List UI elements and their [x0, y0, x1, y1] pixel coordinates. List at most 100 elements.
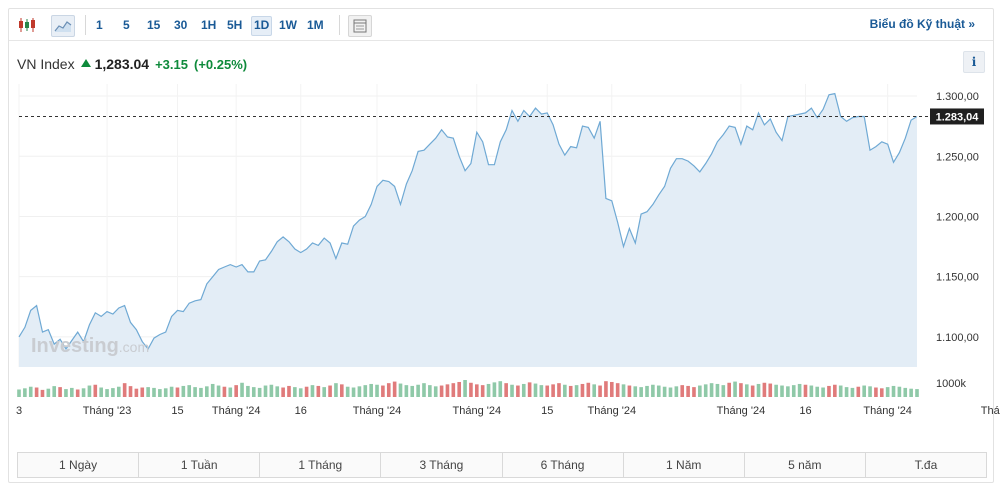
timeframe-5h[interactable]: 5H	[227, 18, 243, 32]
info-button[interactable]: i	[963, 51, 985, 73]
area-chart-icon[interactable]	[51, 15, 75, 37]
chart-widget: 1 5 15 30 1H 5H 1D 1W 1M Biểu đồ Kỹ thuậ…	[8, 8, 994, 483]
volume-bar	[627, 385, 632, 397]
volume-bar	[510, 384, 514, 397]
volume-bar	[750, 385, 755, 397]
volume-bar	[433, 386, 438, 397]
volume-bar	[609, 381, 614, 397]
candlestick-icon[interactable]	[17, 15, 37, 35]
volume-bar	[903, 387, 908, 397]
range-5-years[interactable]: 5 năm	[744, 453, 866, 477]
volume-bar	[351, 387, 356, 397]
volume-bar	[909, 388, 913, 397]
volume-bar	[58, 387, 62, 397]
volume-bar	[739, 383, 743, 397]
price-area	[19, 93, 917, 367]
chart-toolbar: 1 5 15 30 1H 5H 1D 1W 1M Biểu đồ Kỹ thuậ…	[9, 9, 993, 41]
range-1-year[interactable]: 1 Năm	[623, 453, 745, 477]
x-tick-label: Tháng '23	[83, 405, 132, 417]
range-1-week[interactable]: 1 Tuần	[139, 453, 261, 477]
range-3-months[interactable]: 3 Tháng	[381, 453, 503, 477]
toolbar-divider	[339, 15, 340, 35]
volume-bar	[392, 381, 397, 397]
y-tick-label: 1.100,00	[936, 332, 979, 344]
range-1-month[interactable]: 1 Tháng	[260, 453, 382, 477]
volume-bar	[281, 387, 285, 397]
volume-bar	[222, 386, 227, 397]
volume-bar	[486, 383, 491, 397]
volume-bar	[692, 387, 696, 397]
volume-bar	[874, 387, 878, 397]
timeframe-30[interactable]: 30	[174, 18, 188, 32]
volume-bar	[87, 385, 92, 397]
volume-bar	[17, 389, 21, 397]
volume-bar	[756, 383, 761, 397]
volume-bar	[709, 383, 714, 397]
volume-bar	[328, 385, 332, 397]
timeframe-1m[interactable]: 1M	[307, 18, 324, 32]
volume-bar	[410, 385, 415, 397]
volume-bar	[381, 385, 385, 397]
volume-bar	[257, 387, 262, 397]
volume-bar	[868, 386, 872, 397]
range-max[interactable]: T.đa	[865, 453, 986, 477]
volume-bar	[703, 384, 708, 397]
technical-chart-link[interactable]: Biểu đồ Kỹ thuật »	[869, 17, 975, 31]
volume-bar	[621, 384, 626, 397]
volume-bar	[492, 382, 497, 397]
volume-bar	[885, 387, 890, 397]
x-tick-label: Tháng '24	[453, 405, 502, 417]
volume-bar	[216, 385, 221, 397]
volume-bar	[287, 385, 291, 397]
last-price-badge	[930, 108, 984, 125]
volume-bar	[122, 383, 127, 397]
volume-bar	[662, 386, 667, 397]
volume-bar	[791, 385, 796, 397]
volume-bar	[146, 387, 150, 397]
volume-bar	[93, 384, 98, 397]
volume-bar	[891, 385, 896, 397]
x-tick-label: Tháng '24	[717, 405, 766, 417]
volume-bar	[545, 385, 550, 397]
volume-bar	[163, 388, 168, 397]
volume-bar	[28, 386, 33, 397]
x-tick-label: Tháng '24	[588, 405, 637, 417]
volume-bar	[228, 387, 233, 397]
volume-bar	[563, 384, 567, 397]
volume-bar	[533, 383, 538, 397]
timeframe-1[interactable]: 1	[96, 18, 103, 32]
volume-bar	[539, 385, 544, 397]
last-price: 1,283.04	[94, 56, 150, 72]
timeframe-1w[interactable]: 1W	[279, 18, 297, 32]
volume-bar	[680, 385, 685, 397]
volume-bar	[850, 387, 855, 397]
volume-bar	[815, 386, 820, 397]
volume-bar	[821, 387, 825, 397]
volume-bar	[334, 383, 338, 397]
range-1-day[interactable]: 1 Ngày	[18, 453, 140, 477]
timeframe-1d[interactable]: 1D	[251, 16, 273, 36]
volume-bar	[463, 380, 467, 397]
table-icon[interactable]	[348, 15, 372, 37]
volume-bar	[81, 388, 86, 397]
y-tick-label: 1.200,00	[936, 211, 979, 223]
up-arrow-icon	[80, 59, 91, 67]
volume-bar	[263, 385, 268, 397]
volume-bar	[416, 384, 420, 397]
volume-bar	[645, 385, 649, 397]
volume-bar	[298, 388, 303, 397]
timeframe-1h[interactable]: 1H	[201, 18, 217, 32]
timeframe-5[interactable]: 5	[123, 18, 130, 32]
volume-bar	[551, 384, 555, 397]
volume-bar	[340, 384, 344, 397]
price-change-percent: (+0.25%)	[194, 56, 248, 72]
price-change: +3.15	[155, 56, 188, 72]
y-tick-label: 1.250,00	[936, 151, 979, 163]
range-6-months[interactable]: 6 Tháng	[502, 453, 624, 477]
volume-bar	[615, 383, 620, 397]
volume-bar	[99, 387, 103, 397]
timeframe-15[interactable]: 15	[147, 18, 161, 32]
last-price-label: 1.283,04	[936, 111, 980, 123]
volume-bar	[786, 386, 790, 397]
